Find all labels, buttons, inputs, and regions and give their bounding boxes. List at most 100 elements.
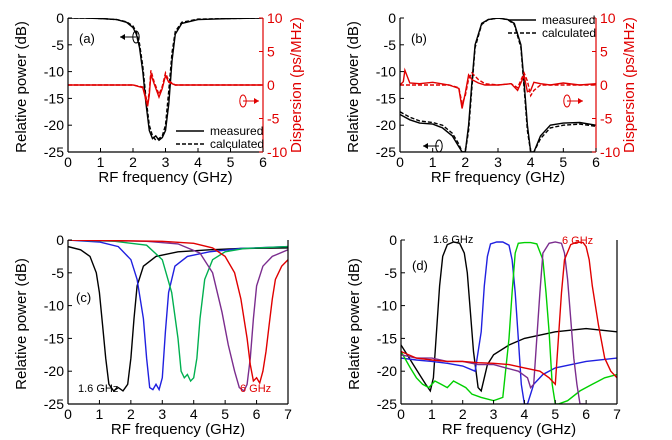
x-tick-label: 7 <box>613 406 621 422</box>
x-tick-label: 2 <box>129 154 137 170</box>
x-tick-label: 5 <box>221 406 229 422</box>
y-tick-label: -15 <box>44 330 64 346</box>
x-tick-label: 6 <box>592 154 600 170</box>
x-tick-label: 5 <box>559 154 567 170</box>
x-tick-label: 4 <box>194 154 202 170</box>
y-axis-title: Relative power (dB) <box>345 21 362 153</box>
x-tick-label: 3 <box>494 154 502 170</box>
x-tick-label: 1 <box>429 154 437 170</box>
y-tick-label: -15 <box>44 90 64 106</box>
y-tick-label: -10 <box>44 64 64 80</box>
y-tick-label: -25 <box>44 396 64 412</box>
legend-entry-1: measured <box>210 124 263 138</box>
series-line-1 <box>68 245 288 392</box>
frequency-annotation: 6 GHz <box>562 235 593 247</box>
y2-tick-label: -10 <box>267 144 287 160</box>
x-tick-label: 3 <box>158 406 166 422</box>
y2-tick-label: 10 <box>267 10 283 26</box>
x-tick-label: 4 <box>521 406 529 422</box>
y-tick-label: -25 <box>376 144 396 160</box>
x-tick-label: 1 <box>428 406 436 422</box>
x-tick-label: 6 <box>259 154 267 170</box>
y2-axis-title: Dispersion (ps/MHz) <box>621 17 638 153</box>
series-line-5 <box>68 240 288 385</box>
x-tick-label: 0 <box>396 154 404 170</box>
y-tick-label: -10 <box>44 298 64 314</box>
x-axis-title: RF frequency (GHz) <box>431 169 565 186</box>
series-line-3 <box>400 67 596 109</box>
y-tick-label: 0 <box>388 10 396 26</box>
y-tick-label: 0 <box>56 10 64 26</box>
series-line-2 <box>68 18 263 142</box>
frequency-annotation: 1.6 GHz <box>78 383 118 395</box>
x-tick-label: 4 <box>190 406 198 422</box>
y-tick-label: -10 <box>377 298 397 314</box>
y2-tick-label: 5 <box>267 44 275 60</box>
y2-tick-label: -5 <box>600 111 613 127</box>
y-tick-label: -20 <box>44 363 64 379</box>
y-tick-label: -5 <box>385 265 398 281</box>
x-axis-title: RF frequency (GHz) <box>442 421 576 438</box>
y-tick-label: -5 <box>384 37 397 53</box>
y2-axis-title: Dispersion (ps/MHz) <box>288 17 305 153</box>
y-tick-label: -20 <box>377 363 397 379</box>
x-tick-label: 1 <box>97 154 105 170</box>
series-line-4 <box>68 70 263 103</box>
x-tick-label: 3 <box>490 406 498 422</box>
frequency-annotation: 6 GHz <box>240 383 271 395</box>
y-tick-label: -10 <box>376 64 396 80</box>
frequency-annotation: 1.6 GHz <box>433 234 473 246</box>
series-line-4 <box>400 71 596 107</box>
y2-tick-label: -10 <box>600 144 620 160</box>
panel-d: 0 1 2 3 4 5 6 7 0 -5 -10 -15 -20 -25 RF frequency (GHz… <box>346 232 621 438</box>
x-tick-label: 2 <box>461 154 469 170</box>
curve-marker-arrowhead <box>423 143 428 149</box>
y-tick-label: -15 <box>377 330 397 346</box>
y-tick-label: -20 <box>376 117 396 133</box>
y-axis-title: Relative power (dB) <box>13 258 30 390</box>
x-tick-label: 6 <box>582 406 590 422</box>
series-line-3 <box>68 240 288 383</box>
legend-entry-2: calculated <box>210 137 264 151</box>
x-tick-label: 0 <box>64 406 72 422</box>
y-axis-title: Relative power (dB) <box>13 21 30 153</box>
y-tick-label: -5 <box>52 265 65 281</box>
series-line-2 <box>68 240 288 392</box>
legend-entry-2: calculated <box>542 26 596 40</box>
panel-label: (a) <box>79 31 95 46</box>
curve-marker-arrowhead <box>254 98 259 104</box>
series-line-2 <box>401 241 617 404</box>
series-line-4 <box>401 241 587 404</box>
x-axis-title: RF frequency (GHz) <box>98 169 232 186</box>
y2-tick-label: 5 <box>600 44 608 60</box>
panel-label: (b) <box>411 31 427 46</box>
y2-tick-label: 10 <box>600 10 616 26</box>
panel-label: (c) <box>76 290 91 305</box>
x-tick-label: 2 <box>459 406 467 422</box>
y2-tick-label: -5 <box>267 111 280 127</box>
y2-tick-label: 0 <box>267 77 275 93</box>
x-axis-title: RF frequency (GHz) <box>111 421 245 438</box>
curve-marker-arrowhead <box>120 34 125 40</box>
x-tick-label: 5 <box>227 154 235 170</box>
x-tick-label: 0 <box>64 154 72 170</box>
series-line-3 <box>68 73 263 107</box>
y-tick-label: -25 <box>44 144 64 160</box>
y-axis-title: Relative power (dB) <box>346 258 363 390</box>
series-line-2 <box>400 18 596 152</box>
series-line-3 <box>401 241 617 404</box>
series-line-4 <box>68 240 288 392</box>
series-line-5 <box>401 241 617 386</box>
x-tick-label: 2 <box>127 406 135 422</box>
y-tick-label: 0 <box>56 232 64 248</box>
x-tick-label: 3 <box>162 154 170 170</box>
panel-label: (d) <box>412 258 428 273</box>
y-tick-label: -20 <box>44 117 64 133</box>
legend-entry-1: measured <box>542 13 595 27</box>
x-tick-label: 1 <box>96 406 104 422</box>
y-tick-label: -5 <box>52 37 65 53</box>
y2-tick-label: 0 <box>600 77 608 93</box>
